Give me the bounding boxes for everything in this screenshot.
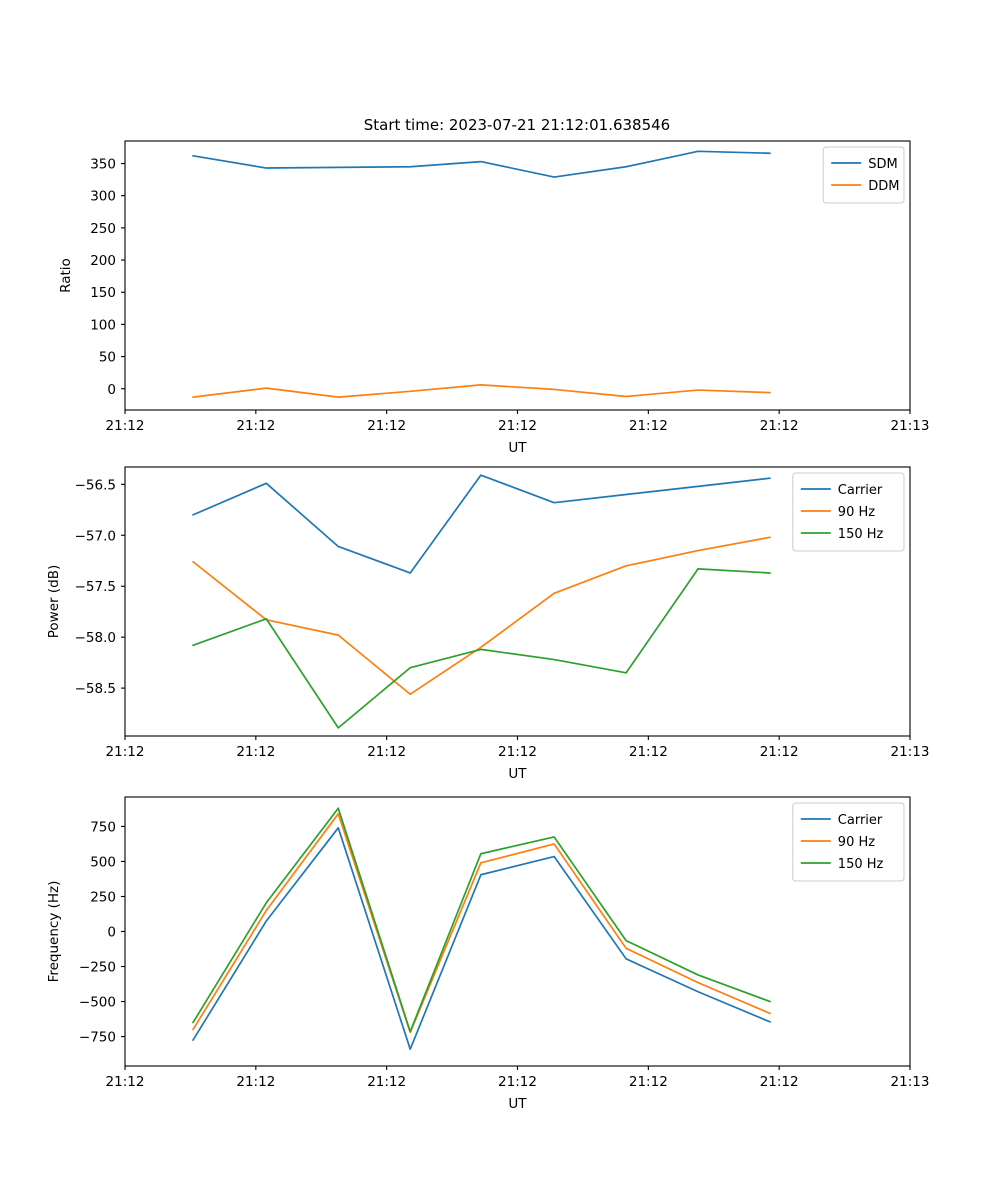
legend-label-90-hz: 90 Hz (838, 835, 875, 850)
y-tick-label: 100 (90, 317, 116, 333)
y-tick-label: 0 (107, 925, 116, 941)
y-tick-label: 150 (90, 285, 116, 301)
y-axis-label: Frequency (Hz) (46, 881, 62, 983)
series-line-150-hz (192, 568, 771, 729)
x-tick-label: 21:13 (891, 418, 930, 434)
y-tick-label: 500 (90, 854, 116, 870)
x-tick-label: 21:12 (367, 744, 406, 760)
subplot-frequency: 21:12 21:12 21:12 21:12 21:12 21:12 21:13 UT −75… (46, 796, 930, 1112)
x-tick-label: 21:13 (891, 1074, 930, 1090)
legend-label-ddm: DDM (868, 179, 899, 194)
legend-label-carrier: Carrier (838, 813, 883, 828)
y-tick-label: −250 (79, 960, 116, 976)
x-tick-label: 21:12 (760, 418, 799, 434)
x-axis-label: UT (508, 766, 527, 782)
x-tick-label: 21:13 (891, 744, 930, 760)
x-tick-label: 21:12 (629, 418, 668, 434)
y-tick-label: 250 (90, 889, 116, 905)
x-tick-label: 21:12 (498, 418, 537, 434)
x-tick-label: 21:12 (498, 744, 537, 760)
series-line-90-hz (192, 812, 771, 1034)
x-tick-label: 21:12 (367, 418, 406, 434)
x-tick-label: 21:12 (760, 1074, 799, 1090)
legend-label-90-hz: 90 Hz (838, 505, 875, 520)
legend-label-150-hz: 150 Hz (838, 857, 884, 872)
y-tick-label: 200 (90, 253, 116, 269)
y-axis-label: Ratio (58, 258, 74, 293)
x-tick-label: 21:12 (629, 1074, 668, 1090)
y-tick-label: −750 (79, 1030, 116, 1046)
x-tick-label: 21:12 (236, 744, 275, 760)
subplot-power: 21:12 21:12 21:12 21:12 21:12 21:12 21:13 UT −56… (46, 466, 930, 782)
legend-box (822, 146, 905, 204)
y-tick-label: −57.5 (75, 579, 116, 595)
series-line-ddm (192, 384, 771, 398)
x-tick-label: 21:12 (236, 418, 275, 434)
legend-box (792, 472, 905, 552)
y-tick-label: 350 (90, 157, 116, 173)
y-tick-label: −58.5 (75, 681, 116, 697)
x-tick-label: 21:12 (498, 1074, 537, 1090)
series-line-carrier (192, 826, 771, 1051)
series-line-carrier (192, 474, 771, 574)
y-tick-label: 250 (90, 221, 116, 237)
y-tick-label: −500 (79, 995, 116, 1011)
series-line-150-hz (192, 807, 771, 1033)
legend-label-sdm: SDM (868, 157, 897, 172)
x-axis-label: UT (508, 1096, 527, 1112)
y-tick-label: 750 (90, 819, 116, 835)
subplot-ratio: 21:12 21:12 21:12 21:12 21:12 21:12 21:13 UT 0 50… (58, 140, 930, 456)
y-tick-label: −56.5 (75, 477, 116, 493)
x-tick-label: 21:12 (106, 418, 145, 434)
y-tick-label: −57.0 (75, 528, 116, 544)
x-tick-label: 21:12 (106, 744, 145, 760)
x-axis-label: UT (508, 440, 527, 456)
y-tick-label: 300 (90, 189, 116, 205)
series-line-90-hz (192, 536, 771, 696)
y-axis-label: Power (dB) (46, 565, 62, 638)
x-tick-label: 21:12 (760, 744, 799, 760)
x-tick-label: 21:12 (367, 1074, 406, 1090)
series-line-sdm (192, 150, 771, 178)
x-tick-label: 21:12 (106, 1074, 145, 1090)
y-tick-label: 50 (99, 350, 116, 366)
legend-label-150-hz: 150 Hz (838, 527, 884, 542)
legend-label-carrier: Carrier (838, 483, 883, 498)
x-tick-label: 21:12 (236, 1074, 275, 1090)
y-tick-label: −58.0 (75, 630, 116, 646)
legend-box (792, 802, 905, 882)
figure-title: Start time: 2023-07-21 21:12:01.638546 (364, 116, 670, 134)
y-tick-label: 0 (107, 382, 116, 398)
x-tick-label: 21:12 (629, 744, 668, 760)
